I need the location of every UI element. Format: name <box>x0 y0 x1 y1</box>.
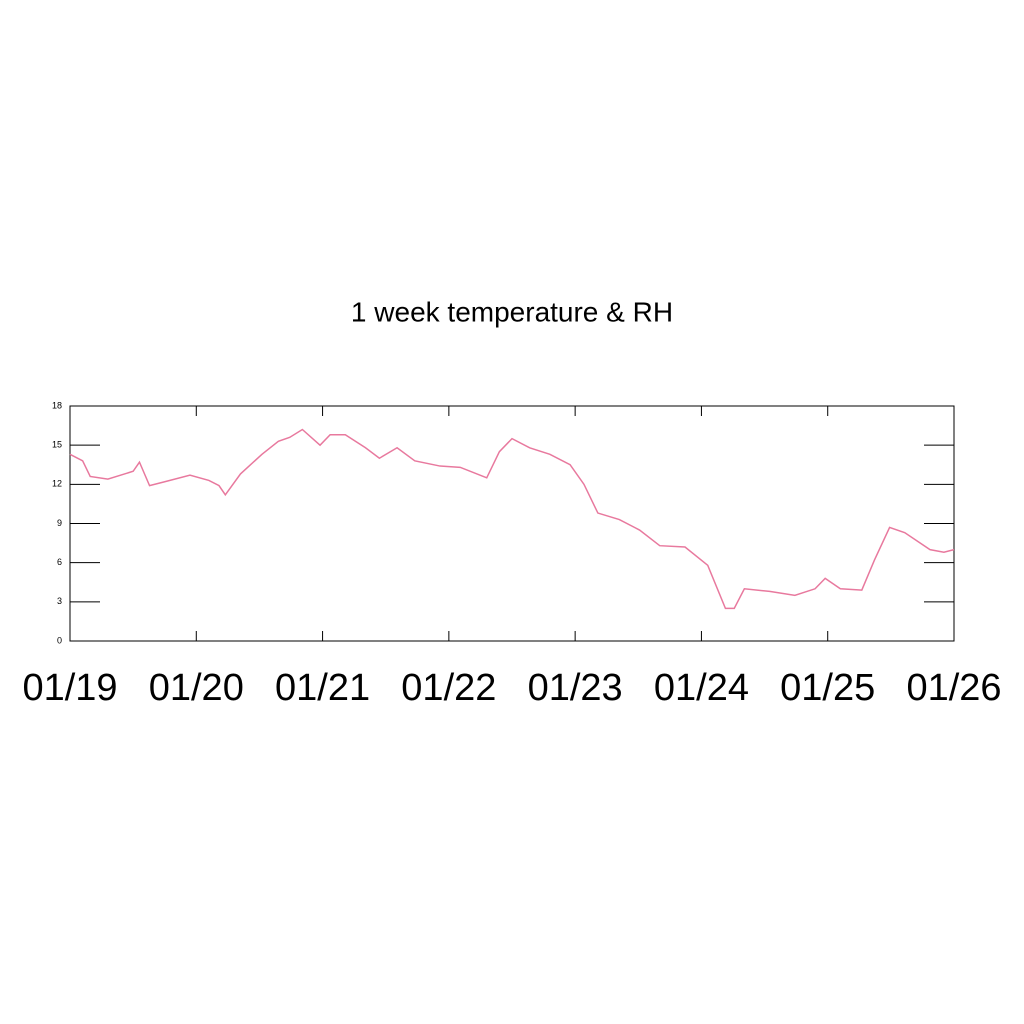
y-tick-label: 12 <box>52 479 62 489</box>
x-tick-label: 01/24 <box>654 667 749 709</box>
chart-title: 1 week temperature & RH <box>351 296 673 327</box>
x-tick-label: 01/20 <box>149 667 244 709</box>
y-tick-label: 18 <box>52 400 62 410</box>
y-tick-label: 9 <box>57 518 62 528</box>
x-tick-label: 01/26 <box>906 667 1001 709</box>
y-tick-label: 6 <box>57 557 62 567</box>
y-tick-label: 0 <box>57 635 62 645</box>
x-tick-label: 01/19 <box>22 667 117 709</box>
x-tick-label: 01/25 <box>780 667 875 709</box>
x-tick-label: 01/21 <box>275 667 370 709</box>
plot-frame <box>69 405 955 642</box>
y-tick-label: 15 <box>52 440 62 450</box>
data-line <box>69 428 955 610</box>
y-tick-label: 3 <box>57 596 62 606</box>
x-tick-label: 01/23 <box>528 667 623 709</box>
x-tick-label: 01/22 <box>401 667 496 709</box>
